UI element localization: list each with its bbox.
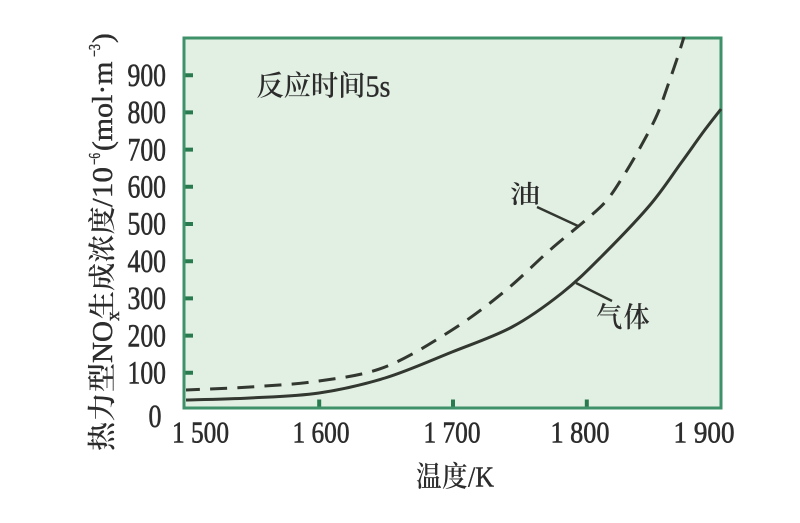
svg-text:1 700: 1 700 xyxy=(424,416,481,450)
svg-text:400: 400 xyxy=(128,244,167,280)
svg-text:600: 600 xyxy=(128,170,167,206)
svg-text:(mol·m: (mol·m xyxy=(87,61,119,151)
svg-text:1 900: 1 900 xyxy=(674,416,735,450)
svg-text:/10: /10 xyxy=(87,167,119,207)
svg-text:200: 200 xyxy=(128,318,167,354)
svg-text:500: 500 xyxy=(128,207,167,243)
svg-text:−6: −6 xyxy=(85,153,104,165)
svg-text:100: 100 xyxy=(128,356,167,392)
svg-text:700: 700 xyxy=(128,132,167,168)
svg-text:x: x xyxy=(103,311,124,321)
svg-text:800: 800 xyxy=(128,95,167,131)
svg-text:): ) xyxy=(87,33,119,43)
svg-text:1 500: 1 500 xyxy=(172,416,229,450)
svg-text:300: 300 xyxy=(128,281,167,317)
svg-text:900: 900 xyxy=(128,58,167,94)
svg-text:−3: −3 xyxy=(85,44,104,57)
svg-text:/K: /K xyxy=(468,462,494,494)
svg-text:1 600: 1 600 xyxy=(293,416,350,450)
svg-text:5s: 5s xyxy=(366,69,391,104)
svg-text:NO: NO xyxy=(87,321,119,363)
svg-text:1 800: 1 800 xyxy=(551,416,610,450)
svg-text:0: 0 xyxy=(149,399,162,435)
